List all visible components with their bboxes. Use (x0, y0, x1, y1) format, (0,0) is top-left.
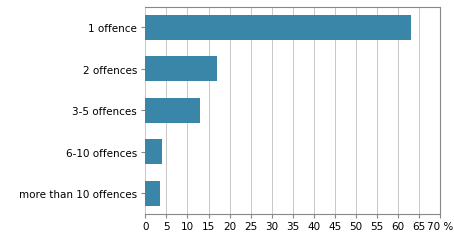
Bar (145, 181, 160, 206)
Bar (145, 99, 200, 123)
Bar (145, 57, 217, 82)
Bar (145, 16, 411, 41)
Bar (145, 140, 162, 165)
